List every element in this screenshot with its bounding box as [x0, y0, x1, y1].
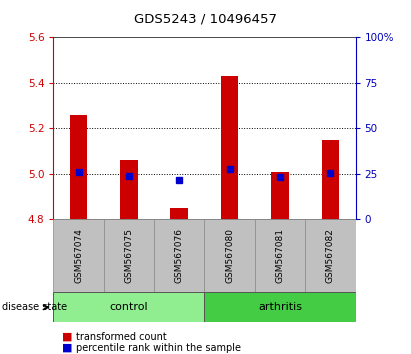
Bar — [120, 160, 138, 219]
Text: percentile rank within the sample: percentile rank within the sample — [76, 343, 241, 353]
Text: GSM567080: GSM567080 — [225, 228, 234, 283]
Text: GSM567074: GSM567074 — [74, 228, 83, 283]
Text: GSM567076: GSM567076 — [175, 228, 184, 283]
Text: disease state: disease state — [2, 302, 67, 312]
Bar — [53, 219, 104, 292]
Bar — [53, 292, 205, 322]
Text: GSM567075: GSM567075 — [125, 228, 134, 283]
Bar — [305, 219, 356, 292]
Bar — [154, 219, 204, 292]
Text: arthritis: arthritis — [258, 302, 302, 312]
Text: GSM567081: GSM567081 — [275, 228, 284, 283]
Text: control: control — [110, 302, 148, 312]
Text: GDS5243 / 10496457: GDS5243 / 10496457 — [134, 12, 277, 25]
Text: ■: ■ — [62, 332, 72, 342]
Bar — [205, 292, 356, 322]
Bar — [271, 172, 289, 219]
Text: GSM567082: GSM567082 — [326, 228, 335, 283]
Bar — [171, 208, 188, 219]
Bar — [321, 140, 339, 219]
Bar — [70, 115, 88, 219]
Bar — [104, 219, 154, 292]
Text: transformed count: transformed count — [76, 332, 167, 342]
Bar — [205, 219, 255, 292]
Bar — [255, 219, 305, 292]
Bar — [221, 76, 238, 219]
Text: ■: ■ — [62, 343, 72, 353]
